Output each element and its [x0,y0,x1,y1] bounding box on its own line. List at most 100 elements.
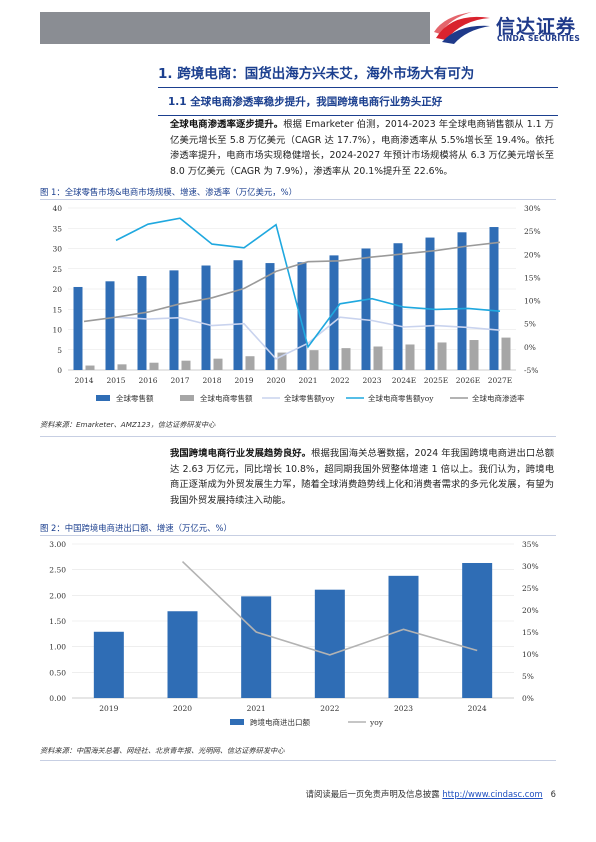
bar-primary [265,263,275,370]
footer-link[interactable]: http://www.cindasc.com [442,789,543,799]
x-tick-label: 2026E [456,376,481,385]
bar-primary [297,262,307,370]
y-left-tick-label: 0 [57,366,62,375]
x-tick-label: 2023 [362,376,381,385]
legend-label: 全球零售额 [116,393,154,403]
y-right-tick-label: 5% [522,672,534,681]
legend-label: 全球零售额yoy [284,393,335,403]
bar-secondary [501,337,511,370]
y-left-tick-label: 25 [52,265,62,274]
y-right-tick-label: 0% [522,694,534,703]
y-right-tick-label: 30% [522,562,539,571]
y-left-tick-label: 2.50 [49,566,66,575]
bar-primary [73,286,83,370]
y-right-tick-label: 15% [522,628,539,637]
y-left-tick-label: 35 [52,224,62,233]
y-right-tick-label: 15% [524,273,541,282]
bar-primary [169,270,179,370]
x-tick-label: 2020 [173,704,192,713]
y-right-tick-label: 5% [524,320,536,329]
legend-label: 全球电商零售额yoy [368,393,434,403]
x-tick-label: 2027E [488,376,513,385]
y-right-tick-label: 35% [522,540,539,549]
bar-secondary [85,365,95,370]
bar-primary [241,596,272,698]
bar-primary [105,281,115,370]
legend-swatch [230,719,244,725]
bar-primary [167,611,198,698]
x-tick-label: 2019 [234,376,253,385]
series-line-1 [115,217,501,349]
paragraph-1-lead: 全球电商渗透率逐步提升。 [170,119,284,130]
y-left-tick-label: 20 [52,285,62,294]
bar-primary [457,232,467,370]
bar-secondary [149,362,159,370]
legend-label: 全球电商渗透率 [472,393,525,403]
y-right-tick-label: 0% [524,343,536,352]
figure-1-chart: 0 5 10 15 20 25 30 35 40 -5% 0% 5% 10% 15% 20% 25% 30% 20… [52,204,541,403]
x-tick-label: 2017 [170,376,189,385]
figure-2-title: 图 2：中国跨境电商进出口额、增速（万亿元、%） [40,523,232,533]
section-divider [158,87,558,88]
y-left-tick-label: 30 [52,245,62,254]
bar-primary [314,589,345,698]
logo-text-en: CINDA SECURITIES [497,34,581,43]
figure-2-chart: 0.00 0.50 1.00 1.50 2.00 2.50 3.00 0% 5% 10% 15% 20… [49,540,539,727]
bar-primary [233,260,243,370]
x-tick-label: 2020 [266,376,285,385]
paragraph-2-body: 根据我国海关总署数据，2024 年我国跨境电商进出口总额达 2.63 万亿元，同… [170,448,554,506]
y-left-tick-label: 2.00 [49,591,66,600]
subsection-title: 1.1 全球电商渗透率稳步提升，我国跨境电商行业势头正好 [168,96,443,108]
figure-1-title: 图 1：全球零售市场&电商市场规模、增速、渗透率（万亿美元，%） [40,187,297,197]
bar-secondary [469,340,479,370]
y-left-tick-label: 10 [52,326,62,335]
bar-secondary [213,358,223,370]
y-right-tick-label: 20% [522,606,539,615]
y-right-tick-label: 10% [522,650,539,659]
figure-2-rule [40,535,556,536]
paragraph-2: 我国跨境电商行业发展趋势良好。根据我国海关总署数据，2024 年我国跨境电商进出… [170,446,554,508]
x-tick-label: 2021 [298,376,317,385]
bar-primary [388,575,419,698]
paragraph-1-body: 根据 Emarketer 伯测，2014-2023 年全球电商销售额从 1.1 … [170,119,554,177]
y-right-tick-label: 20% [524,250,541,259]
bar-primary [462,562,493,698]
section-title: 1. 跨境电商：国货出海方兴未艾，海外市场大有可为 [158,66,475,82]
figure-1-source: 资料来源：Emarketer、AMZ123，信达证券研发中心 [40,420,216,429]
x-tick-label: 2023 [394,704,413,713]
bar-secondary [405,344,415,370]
series-line-2 [83,241,501,323]
figure-1-bottom-rule [40,436,556,437]
bar-primary [489,227,499,370]
x-tick-label: 2014 [74,376,93,385]
series-line-0 [181,561,478,656]
y-right-tick-label: 30% [524,204,541,213]
x-tick-label: 2018 [202,376,221,385]
paragraph-2-lead: 我国跨境电商行业发展趋势良好。 [170,448,312,459]
y-left-tick-label: 0.50 [49,668,66,677]
bar-secondary [341,348,351,370]
x-tick-label: 2024E [392,376,417,385]
bar-secondary [277,352,287,370]
figure-2-bottom-rule [40,760,556,761]
x-tick-label: 2024 [468,704,487,713]
bar-primary [93,631,124,698]
bar-primary [361,248,371,370]
figure-1-rule [40,199,556,200]
paragraph-1: 全球电商渗透率逐步提升。根据 Emarketer 伯测，2014-2023 年全… [170,117,554,179]
footer-disclaimer: 请阅读最后一页免责声明及信息披露 [305,789,440,799]
bar-secondary [245,356,255,370]
bar-secondary [437,342,447,370]
bar-secondary [117,364,127,370]
bar-primary [201,265,211,370]
y-left-tick-label: 40 [52,204,62,213]
y-left-tick-label: 1.50 [49,617,66,626]
y-left-tick-label: 15 [52,305,62,314]
bar-secondary [181,360,191,370]
x-tick-label: 2019 [99,704,118,713]
y-left-tick-label: 5 [57,346,62,355]
page-number: 6 [550,789,556,799]
x-tick-label: 2025E [424,376,449,385]
subsection-divider [158,115,558,116]
y-right-tick-label: 10% [524,297,541,306]
